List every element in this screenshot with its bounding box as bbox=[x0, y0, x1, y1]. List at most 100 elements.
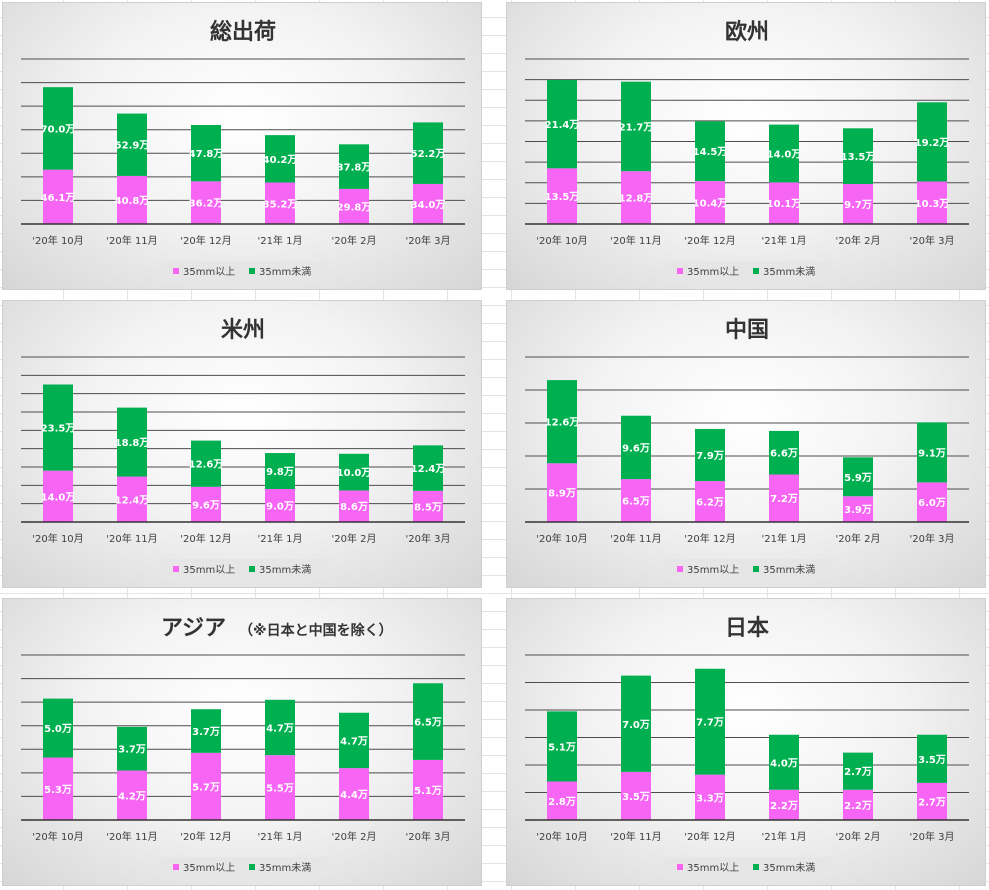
bar-segment bbox=[339, 188, 369, 224]
x-tick-label: '21年 1月 bbox=[257, 532, 302, 545]
x-tick-label: '20年 12月 bbox=[684, 830, 735, 843]
legend-swatch bbox=[249, 268, 255, 274]
chart-americas[interactable]: 米州 14.0万 23.5万 '20年 10月 12.4万 18.8万 '20年 11月 9.… bbox=[2, 300, 482, 588]
data-label: 5.3万 bbox=[44, 784, 72, 796]
data-label: 4.7万 bbox=[340, 735, 368, 747]
bar-segment bbox=[695, 181, 725, 224]
x-tick-label: '20年 3月 bbox=[909, 234, 954, 247]
x-tick-label: '20年 10月 bbox=[536, 234, 587, 247]
chart-total-shipments[interactable]: 総出荷 46.1万 70.0万 '20年 10月 40.8万 52.9万 '20年 11月 3… bbox=[2, 2, 482, 290]
bar-segment bbox=[43, 169, 73, 224]
chart-title: 中国 bbox=[725, 318, 769, 343]
bar-segment bbox=[413, 445, 443, 491]
x-tick-label: '20年 11月 bbox=[106, 234, 157, 247]
x-tick-label: '20年 2月 bbox=[835, 234, 880, 247]
legend-label: 35mm以上 bbox=[183, 862, 235, 874]
x-tick-label: '20年 11月 bbox=[106, 830, 157, 843]
data-label: 40.8万 bbox=[115, 195, 150, 207]
legend: 35mm以上 35mm未満 bbox=[665, 261, 833, 281]
data-label: 3.7万 bbox=[118, 744, 146, 756]
legend-label: 35mm未満 bbox=[259, 564, 311, 576]
x-tick-label: '20年 10月 bbox=[32, 532, 83, 545]
x-tick-label: '20年 12月 bbox=[180, 532, 231, 545]
chart-title: 日本 bbox=[725, 616, 769, 641]
bar-segment bbox=[695, 481, 725, 522]
data-label: 6.5万 bbox=[622, 496, 650, 508]
data-label: 7.2万 bbox=[770, 493, 798, 505]
chart-svg: 総出荷 46.1万 70.0万 '20年 10月 40.8万 52.9万 '20年 11月 3… bbox=[21, 19, 465, 281]
data-label: 3.7万 bbox=[192, 726, 220, 738]
legend-swatch bbox=[677, 864, 683, 870]
legend: 35mm以上 35mm未満 bbox=[161, 261, 329, 281]
bar-segment bbox=[43, 384, 73, 471]
bar-segment bbox=[413, 490, 443, 522]
bar-segment bbox=[843, 752, 873, 790]
bar-segment bbox=[265, 489, 295, 522]
legend-swatch bbox=[173, 268, 179, 274]
bar-segment bbox=[769, 124, 799, 183]
bar-segment bbox=[695, 428, 725, 482]
data-label: 13.5万 bbox=[841, 151, 876, 163]
data-label: 12.6万 bbox=[189, 459, 224, 471]
data-label: 5.7万 bbox=[192, 781, 220, 793]
bar-segment bbox=[43, 87, 73, 170]
data-label: 19.2万 bbox=[915, 137, 950, 149]
data-label: 7.9万 bbox=[696, 450, 724, 462]
bar-segment bbox=[547, 380, 577, 464]
x-tick-label: '21年 1月 bbox=[761, 532, 806, 545]
data-label: 5.1万 bbox=[414, 785, 442, 797]
data-label: 3.5万 bbox=[918, 754, 946, 766]
data-label: 2.2万 bbox=[770, 800, 798, 812]
bar-segment bbox=[621, 771, 651, 820]
chart-japan[interactable]: 日本 2.8万 5.1万 '20年 10月 3.5万 7.0万 '20年 11月 3.3万 7.… bbox=[506, 598, 986, 886]
bar-segment bbox=[547, 168, 577, 224]
chart-title: 欧州 bbox=[725, 19, 769, 45]
data-label: 6.6万 bbox=[770, 448, 798, 460]
data-label: 5.1万 bbox=[548, 741, 576, 753]
data-label: 21.7万 bbox=[619, 121, 654, 133]
legend-label: 35mm未満 bbox=[763, 564, 815, 576]
bar-segment bbox=[339, 453, 369, 491]
bar-segment bbox=[191, 181, 221, 224]
bar-segment bbox=[117, 476, 147, 522]
data-label: 35.2万 bbox=[263, 198, 298, 210]
data-label: 2.2万 bbox=[844, 800, 872, 812]
data-label: 4.7万 bbox=[266, 722, 294, 734]
chart-china[interactable]: 中国 8.9万 12.6万 '20年 10月 6.5万 9.6万 '20年 11月 6.2万 7… bbox=[506, 300, 986, 588]
legend-box bbox=[161, 261, 329, 281]
bar-segment bbox=[621, 675, 651, 772]
x-tick-label: '20年 2月 bbox=[835, 830, 880, 843]
legend-label: 35mm以上 bbox=[183, 564, 235, 576]
x-tick-label: '21年 1月 bbox=[257, 830, 302, 843]
data-label: 3.3万 bbox=[696, 792, 724, 804]
chart-title: 米州 bbox=[221, 318, 265, 343]
chart-asia[interactable]: アジア （※日本と中国を除く） 5.3万 5.0万 '20年 10月 4.2万 3.7万 '2… bbox=[2, 598, 482, 886]
x-tick-label: '20年 3月 bbox=[909, 532, 954, 545]
data-label: 7.0万 bbox=[622, 719, 650, 731]
bar-segment bbox=[191, 709, 221, 753]
data-label: 37.8万 bbox=[337, 162, 372, 174]
bar-segment bbox=[917, 181, 947, 224]
bar-segment bbox=[769, 789, 799, 820]
chart-title: 総出荷 bbox=[210, 19, 276, 45]
data-label: 10.4万 bbox=[693, 198, 728, 210]
legend-label: 35mm未満 bbox=[763, 266, 815, 278]
data-label: 7.7万 bbox=[696, 717, 724, 729]
data-label: 40.2万 bbox=[263, 154, 298, 166]
legend-swatch bbox=[677, 268, 683, 274]
legend-label: 35mm以上 bbox=[183, 266, 235, 278]
x-tick-label: '20年 10月 bbox=[536, 532, 587, 545]
chart-europe[interactable]: 欧州 13.5万 21.4万 '20年 10月 12.8万 21.7万 '20年 11月 10… bbox=[506, 2, 986, 290]
bar-segment bbox=[191, 440, 221, 487]
x-tick-label: '20年 2月 bbox=[331, 532, 376, 545]
data-label: 10.0万 bbox=[337, 467, 372, 479]
legend-box bbox=[665, 857, 833, 877]
chart-title-note: （※日本と中国を除く） bbox=[239, 622, 393, 639]
data-label: 14.5万 bbox=[693, 146, 728, 158]
legend-box bbox=[665, 559, 833, 579]
bar-segment bbox=[191, 752, 221, 820]
x-tick-label: '20年 10月 bbox=[32, 234, 83, 247]
bar-segment bbox=[413, 183, 443, 224]
data-label: 2.8万 bbox=[548, 796, 576, 808]
data-label: 9.8万 bbox=[266, 466, 294, 478]
